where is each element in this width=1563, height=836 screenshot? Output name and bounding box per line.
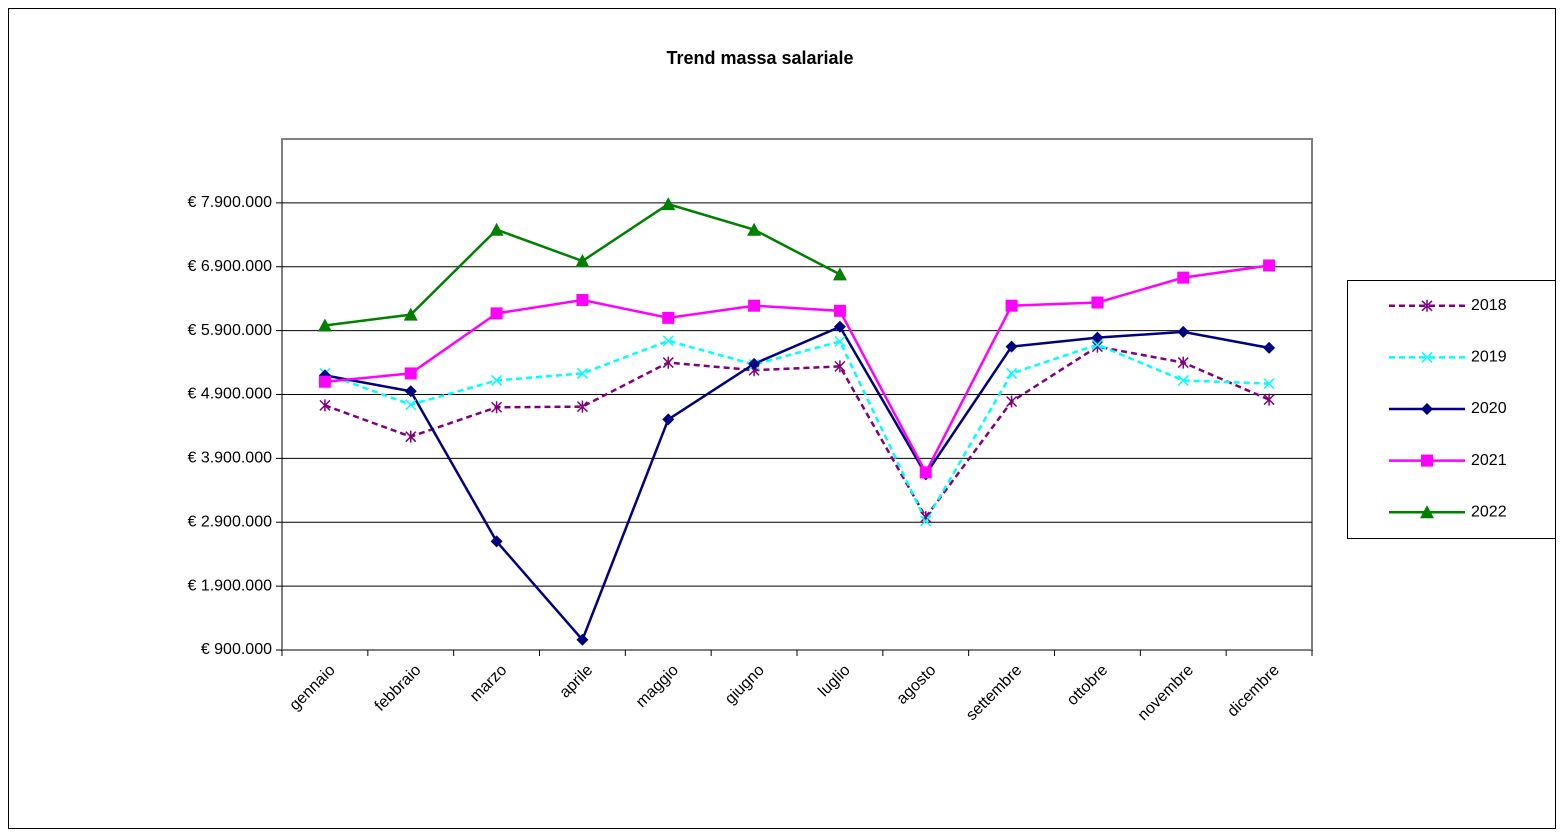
marker <box>404 385 417 398</box>
legend-marker <box>1421 454 1433 467</box>
marker <box>1177 325 1190 338</box>
marker <box>1005 299 1018 312</box>
marker <box>576 367 588 379</box>
marker <box>832 267 847 281</box>
marker <box>489 222 504 236</box>
marker <box>1263 259 1276 272</box>
legend-label: 2021 <box>1471 452 1507 469</box>
marker <box>491 401 503 414</box>
series-line <box>324 325 1270 643</box>
marker <box>490 535 503 548</box>
marker <box>491 374 503 386</box>
marker <box>1006 367 1018 379</box>
chart-title: Trend massa salariale <box>666 48 853 68</box>
legend-marker <box>1421 299 1433 312</box>
y-tick-label: € 1.900.000 <box>187 577 272 594</box>
marker <box>834 335 846 348</box>
marker <box>576 633 589 646</box>
legend-label: 2018 <box>1471 297 1507 314</box>
marker <box>319 399 331 412</box>
marker <box>662 413 675 426</box>
legend-marker <box>1421 351 1433 363</box>
marker <box>403 307 418 321</box>
legend-label: 2019 <box>1471 349 1507 366</box>
marker <box>661 197 676 211</box>
marker <box>576 400 588 413</box>
marker <box>490 307 503 320</box>
marker <box>1006 395 1018 408</box>
marker <box>1005 340 1018 353</box>
marker <box>405 430 417 443</box>
marker <box>833 320 846 333</box>
marker <box>748 357 761 370</box>
y-tick-label: € 6.900.000 <box>187 258 272 275</box>
series-line <box>324 264 1270 476</box>
marker <box>1263 341 1276 354</box>
marker <box>1177 374 1189 386</box>
series-line <box>324 339 1270 524</box>
marker <box>404 367 417 380</box>
marker <box>1177 356 1189 369</box>
marker <box>747 222 762 236</box>
marker <box>748 299 761 312</box>
series-line <box>324 345 1270 520</box>
y-tick-label: € 3.900.000 <box>187 450 272 467</box>
marker <box>405 399 417 411</box>
y-tick-label: € 7.900.000 <box>187 194 272 211</box>
marker <box>317 318 332 332</box>
marker <box>1177 271 1190 284</box>
marker <box>1263 378 1275 390</box>
y-tick-label: € 4.900.000 <box>187 386 272 403</box>
marker <box>318 375 331 388</box>
legend-marker <box>1420 505 1434 519</box>
y-tick-label: € 2.900.000 <box>187 513 272 530</box>
legend-label: 2022 <box>1471 503 1507 520</box>
marker <box>662 311 675 324</box>
marker <box>920 515 932 527</box>
marker <box>576 293 589 306</box>
marker <box>1091 296 1104 309</box>
marker <box>662 335 674 347</box>
marker <box>662 356 674 369</box>
marker <box>834 360 846 373</box>
legend-marker <box>1421 403 1433 415</box>
marker <box>1091 339 1103 351</box>
y-tick-label: € 5.900.000 <box>187 322 272 339</box>
marker <box>1263 393 1275 406</box>
marker <box>1091 331 1104 344</box>
chart-border <box>8 8 1556 829</box>
y-tick-label: € 900.000 <box>201 641 272 658</box>
marker <box>575 254 590 268</box>
legend-label: 2020 <box>1471 400 1507 417</box>
marker <box>833 304 846 317</box>
marker <box>919 466 932 479</box>
